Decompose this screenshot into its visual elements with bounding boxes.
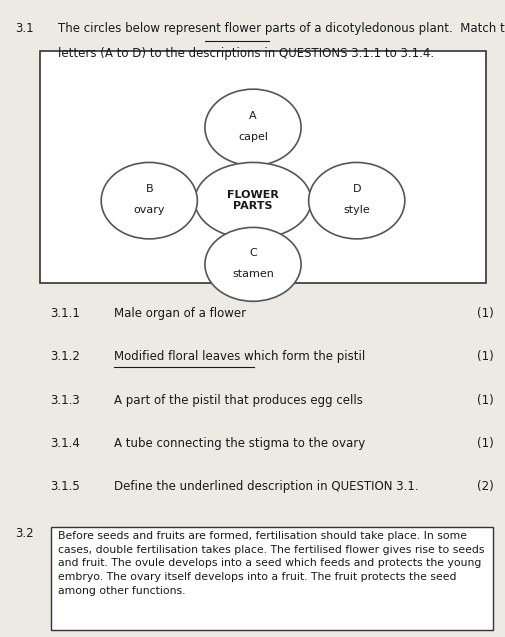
Text: (1): (1) — [476, 437, 492, 450]
Text: style: style — [343, 205, 369, 215]
Text: 3.1.2: 3.1.2 — [50, 350, 80, 363]
Text: FLOWER
PARTS: FLOWER PARTS — [227, 190, 278, 211]
Text: A part of the pistil that produces egg cells: A part of the pistil that produces egg c… — [114, 394, 362, 406]
Text: (2): (2) — [476, 480, 492, 493]
Ellipse shape — [308, 162, 404, 239]
FancyBboxPatch shape — [40, 51, 485, 283]
Text: Before seeds and fruits are formed, fertilisation should take place. In some
cas: Before seeds and fruits are formed, fert… — [58, 531, 484, 596]
Text: 3.1.4: 3.1.4 — [50, 437, 80, 450]
Text: The circles below represent flower parts of a dicotyledonous plant.  Match the: The circles below represent flower parts… — [58, 22, 505, 35]
Text: D: D — [352, 184, 360, 194]
Ellipse shape — [194, 162, 311, 239]
Ellipse shape — [205, 227, 300, 301]
Text: B: B — [145, 184, 153, 194]
Text: capel: capel — [237, 132, 268, 142]
Text: 3.2: 3.2 — [15, 527, 34, 540]
Text: Modified floral leaves which form the pistil: Modified floral leaves which form the pi… — [114, 350, 365, 363]
Text: (1): (1) — [476, 307, 492, 320]
Text: Male organ of a flower: Male organ of a flower — [114, 307, 245, 320]
Ellipse shape — [205, 89, 300, 166]
Ellipse shape — [101, 162, 197, 239]
Text: 3.1.5: 3.1.5 — [50, 480, 80, 493]
Text: 3.1: 3.1 — [15, 22, 34, 35]
Text: 3.1.1: 3.1.1 — [50, 307, 80, 320]
Text: (1): (1) — [476, 394, 492, 406]
Text: letters (A to D) to the descriptions in QUESTIONS 3.1.1 to 3.1.4.: letters (A to D) to the descriptions in … — [58, 47, 433, 59]
Text: C: C — [248, 248, 257, 258]
Text: Define the underlined description in QUESTION 3.1.: Define the underlined description in QUE… — [114, 480, 418, 493]
Text: stamen: stamen — [232, 269, 273, 278]
Text: A tube connecting the stigma to the ovary: A tube connecting the stigma to the ovar… — [114, 437, 365, 450]
Text: A: A — [248, 111, 257, 121]
FancyBboxPatch shape — [50, 527, 492, 630]
Text: 3.1.3: 3.1.3 — [50, 394, 80, 406]
Text: ovary: ovary — [133, 205, 165, 215]
Text: (1): (1) — [476, 350, 492, 363]
